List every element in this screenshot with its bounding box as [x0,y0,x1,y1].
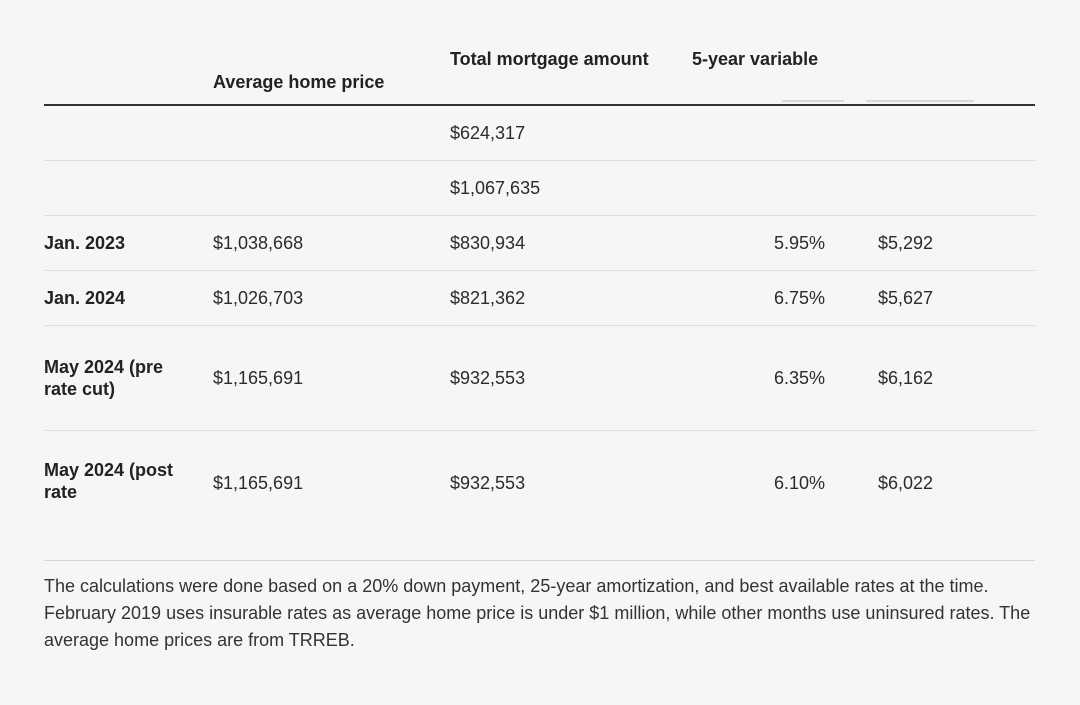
row-total-mortgage-amount: $932,553 [450,473,526,493]
table-row: May 2024 (pre rate cut) $1,165,691 $932,… [44,326,1035,431]
row-period: May 2024 (post rate [44,460,174,502]
header-five-year-variable: 5-year variable [692,49,819,69]
row-payment: $6,022 [878,473,934,493]
table-footnote: The calculations were done based on a 20… [44,560,1035,654]
row-total-mortgage-amount: $624,317 [450,123,526,143]
row-average-home-price: $1,026,703 [213,288,304,308]
row-payment: $5,292 [878,233,934,253]
row-total-mortgage-amount: $1,067,635 [450,178,541,198]
header-rate-underline [782,100,844,102]
table-row: Jan. 2023 $1,038,668 $830,934 5.95% $5,2… [44,216,1035,271]
row-total-mortgage-amount: $830,934 [450,233,526,253]
row-rate: 6.35% [774,368,826,388]
row-period: May 2024 (pre rate cut) [44,357,164,399]
row-rate: 6.10% [774,473,826,493]
row-average-home-price: $1,165,691 [213,368,304,388]
header-average-home-price: Average home price [213,72,385,92]
row-total-mortgage-amount: $932,553 [450,368,526,388]
row-rate: 6.75% [774,288,826,308]
table-header: Average home price Total mortgage amount… [44,40,1035,106]
row-rate: 5.95% [774,233,826,253]
header-total-mortgage-amount: Total mortgage amount [450,49,649,69]
table-row: May 2024 (post rate $1,165,691 $932,553 … [44,431,1035,535]
row-period: Jan. 2023 [44,233,126,253]
table-row: $1,067,635 [44,161,1035,216]
row-average-home-price: $1,038,668 [213,233,304,253]
header-payment-underline [866,100,974,102]
row-payment: $6,162 [878,368,934,388]
row-payment: $5,627 [878,288,934,308]
row-total-mortgage-amount: $821,362 [450,288,526,308]
row-average-home-price: $1,165,691 [213,473,304,493]
table-row: Jan. 2024 $1,026,703 $821,362 6.75% $5,6… [44,271,1035,326]
mortgage-comparison-table: Average home price Total mortgage amount… [44,40,1035,535]
table-row: $624,317 [44,106,1035,161]
row-period: Jan. 2024 [44,288,126,308]
